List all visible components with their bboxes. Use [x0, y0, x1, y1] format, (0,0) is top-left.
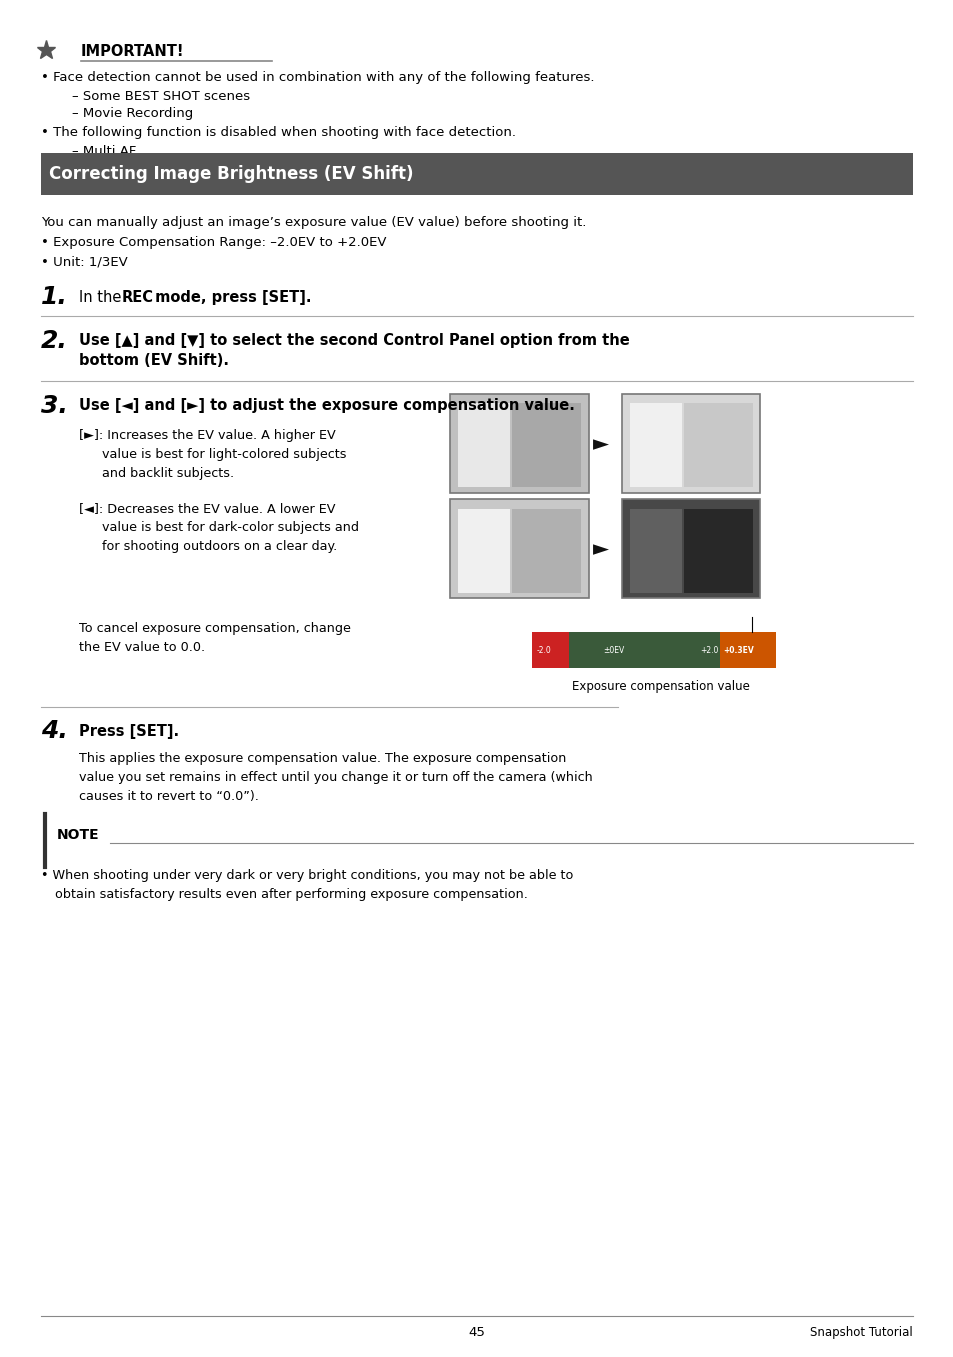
- Text: 2.: 2.: [41, 328, 68, 353]
- Text: causes it to revert to “0.0”).: causes it to revert to “0.0”).: [79, 790, 259, 803]
- Text: for shooting outdoors on a clear day.: for shooting outdoors on a clear day.: [102, 540, 337, 554]
- Text: -2.0: -2.0: [536, 646, 550, 654]
- Text: value you set remains in effect until you change it or turn off the camera (whic: value you set remains in effect until yo…: [79, 771, 593, 784]
- FancyBboxPatch shape: [512, 403, 580, 487]
- Text: Use [▲] and [▼] to select the second Control Panel option from the: Use [▲] and [▼] to select the second Con…: [79, 332, 629, 349]
- Text: and backlit subjects.: and backlit subjects.: [102, 467, 233, 480]
- Text: value is best for light-colored subjects: value is best for light-colored subjects: [102, 448, 346, 461]
- FancyBboxPatch shape: [457, 509, 510, 593]
- FancyBboxPatch shape: [41, 153, 912, 195]
- FancyBboxPatch shape: [629, 509, 681, 593]
- FancyBboxPatch shape: [450, 499, 588, 598]
- Text: • Exposure Compensation Range: –2.0EV to +2.0EV: • Exposure Compensation Range: –2.0EV to…: [41, 236, 386, 250]
- Text: Snapshot Tutorial: Snapshot Tutorial: [809, 1326, 912, 1339]
- Text: Exposure compensation value: Exposure compensation value: [572, 680, 749, 693]
- Text: 3.: 3.: [41, 394, 68, 418]
- Text: Press [SET].: Press [SET].: [79, 723, 179, 740]
- Text: mode, press [SET].: mode, press [SET].: [150, 289, 311, 305]
- FancyBboxPatch shape: [683, 403, 752, 487]
- Text: bottom (EV Shift).: bottom (EV Shift).: [79, 353, 229, 369]
- Text: the EV value to 0.0.: the EV value to 0.0.: [79, 641, 205, 654]
- Text: – Multi AF: – Multi AF: [71, 145, 135, 159]
- Text: You can manually adjust an image’s exposure value (EV value) before shooting it.: You can manually adjust an image’s expos…: [41, 216, 586, 229]
- Text: • The following function is disabled when shooting with face detection.: • The following function is disabled whe…: [41, 126, 516, 140]
- Text: • When shooting under very dark or very bright conditions, you may not be able t: • When shooting under very dark or very …: [41, 868, 573, 882]
- Text: • Face detection cannot be used in combination with any of the following feature: • Face detection cannot be used in combi…: [41, 71, 594, 84]
- Text: +0.3EV: +0.3EV: [722, 646, 753, 654]
- FancyBboxPatch shape: [532, 632, 775, 668]
- FancyBboxPatch shape: [683, 509, 752, 593]
- FancyBboxPatch shape: [720, 632, 775, 668]
- Text: [►]: Increases the EV value. A higher EV: [►]: Increases the EV value. A higher EV: [79, 429, 335, 442]
- FancyBboxPatch shape: [450, 394, 588, 493]
- Text: NOTE: NOTE: [57, 828, 100, 841]
- Text: IMPORTANT!: IMPORTANT!: [81, 43, 184, 60]
- Text: In the: In the: [79, 289, 126, 305]
- FancyBboxPatch shape: [512, 509, 580, 593]
- Text: • Unit: 1/3EV: • Unit: 1/3EV: [41, 255, 128, 269]
- Text: [◄]: Decreases the EV value. A lower EV: [◄]: Decreases the EV value. A lower EV: [79, 502, 335, 516]
- Text: REC: REC: [121, 289, 153, 305]
- Text: This applies the exposure compensation value. The exposure compensation: This applies the exposure compensation v…: [79, 752, 566, 765]
- Text: ►: ►: [593, 540, 608, 559]
- Text: Correcting Image Brightness (EV Shift): Correcting Image Brightness (EV Shift): [49, 164, 413, 183]
- Text: – Some BEST SHOT scenes: – Some BEST SHOT scenes: [71, 90, 250, 103]
- Text: To cancel exposure compensation, change: To cancel exposure compensation, change: [79, 622, 351, 635]
- Text: +2.0: +2.0: [700, 646, 718, 654]
- Text: 1.: 1.: [41, 285, 68, 309]
- FancyBboxPatch shape: [532, 632, 568, 668]
- Text: obtain satisfactory results even after performing exposure compensation.: obtain satisfactory results even after p…: [55, 887, 528, 901]
- FancyBboxPatch shape: [629, 403, 681, 487]
- Text: value is best for dark-color subjects and: value is best for dark-color subjects an…: [102, 521, 358, 535]
- FancyBboxPatch shape: [621, 394, 760, 493]
- FancyBboxPatch shape: [457, 403, 510, 487]
- Text: ±0EV: ±0EV: [602, 646, 623, 654]
- Text: ►: ►: [593, 434, 608, 453]
- Text: Use [◄] and [►] to adjust the exposure compensation value.: Use [◄] and [►] to adjust the exposure c…: [79, 398, 575, 414]
- Text: 4.: 4.: [41, 719, 68, 744]
- Text: – Movie Recording: – Movie Recording: [71, 107, 193, 121]
- FancyBboxPatch shape: [621, 499, 760, 598]
- Text: 45: 45: [468, 1326, 485, 1339]
